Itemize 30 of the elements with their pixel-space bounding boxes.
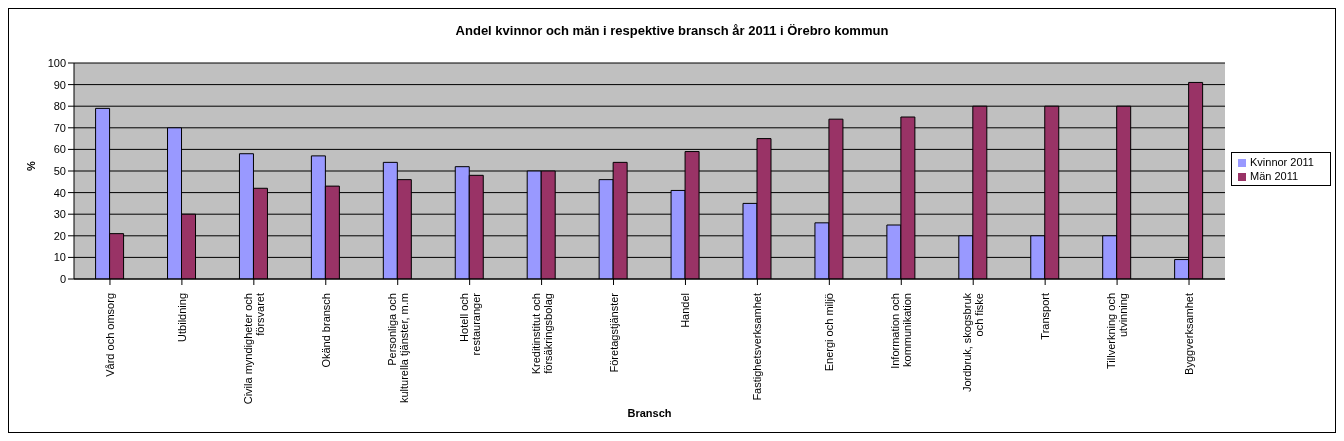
x-axis-title: Bransch [627, 407, 672, 419]
x-tick-label: Handel [679, 293, 692, 328]
y-tick-label: 40 [53, 186, 66, 199]
x-tick-label: Civila myndigheter och försvaret [241, 293, 266, 405]
legend-label: Kvinnor 2011 [1249, 156, 1314, 168]
y-tick-label: 90 [53, 78, 66, 91]
legend-label: Män 2011 [1249, 170, 1299, 182]
x-tick-label: Jordbruk, skogsbruk och fiske [961, 292, 986, 393]
x-tick-label: Företagstjänster [607, 292, 620, 373]
x-tick-label: Utbildning [175, 293, 188, 342]
x-tick-label: Personliga och kulturella tjänster, m.m [385, 293, 410, 404]
x-tick-label: Vård och omsorg [103, 293, 116, 377]
x-tick-label: Information och kommunikation [889, 293, 914, 369]
x-tick-label: Tillverkning och utvinning [1105, 293, 1130, 370]
y-tick-label: 100 [47, 56, 66, 69]
y-tick-label: 10 [53, 251, 66, 264]
y-tick-label: 80 [53, 100, 66, 113]
y-tick-label: 20 [53, 229, 66, 242]
x-tick-label: Fastighetsverksamhet [751, 293, 764, 401]
y-tick-label: 0 [59, 272, 66, 285]
y-axis-title: % [24, 161, 37, 171]
chart-title: Andel kvinnor och män i respektive bransch år 2011 i Örebro kommun [454, 23, 890, 40]
y-tick-label: 30 [53, 208, 66, 221]
x-tick-label: Energi och miljö [823, 293, 836, 372]
y-tick-label: 70 [53, 121, 66, 134]
y-tick-label: 60 [53, 143, 66, 156]
x-tick-label: Byggverksamhet [1183, 293, 1196, 375]
x-tick-label: Transport [1039, 293, 1052, 340]
y-tick-label: 50 [53, 164, 66, 177]
x-tick-label: Okänd bransch [319, 293, 332, 368]
